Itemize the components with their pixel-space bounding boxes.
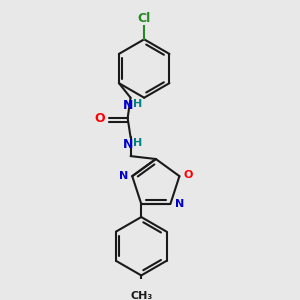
Text: N: N — [119, 171, 128, 181]
Text: O: O — [94, 112, 105, 125]
Text: Cl: Cl — [137, 12, 151, 25]
Text: CH₃: CH₃ — [130, 291, 152, 300]
Text: H: H — [133, 138, 142, 148]
Text: N: N — [123, 99, 134, 112]
Text: H: H — [133, 99, 142, 109]
Text: N: N — [123, 138, 134, 151]
Text: N: N — [175, 199, 184, 209]
Text: O: O — [184, 170, 193, 180]
